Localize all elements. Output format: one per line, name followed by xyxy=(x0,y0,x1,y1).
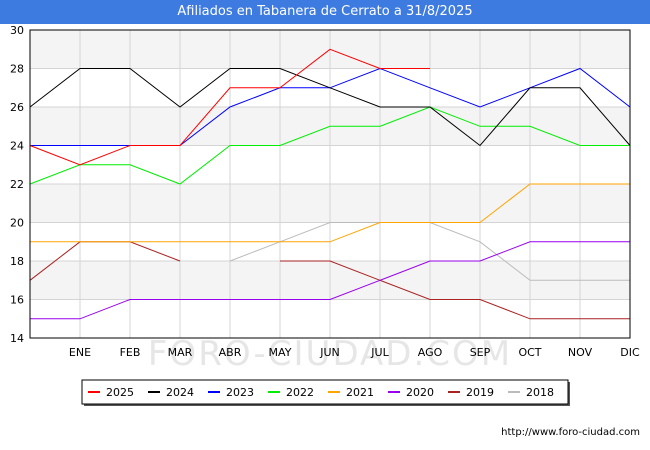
legend-box xyxy=(81,379,569,405)
legend-label-2024: 2024 xyxy=(166,386,194,399)
legend-label-2023: 2023 xyxy=(226,386,254,399)
x-tick-label: NOV xyxy=(568,346,593,359)
x-tick-label: ABR xyxy=(219,346,242,359)
y-tick-label: 24 xyxy=(10,140,24,153)
x-tick-label: FEB xyxy=(120,346,141,359)
y-tick-label: 20 xyxy=(10,217,24,230)
source-url[interactable]: http://www.foro-ciudad.com xyxy=(501,427,640,438)
y-tick-label: 18 xyxy=(10,255,24,268)
series-line-2020 xyxy=(30,241,630,320)
legend: 2025 2024 2023 2022 2021 2020 2019 2018 xyxy=(81,379,570,406)
x-tick-label: SEP xyxy=(470,346,491,359)
y-tick-label: 22 xyxy=(10,178,24,191)
series-line-2024 xyxy=(29,68,631,147)
x-tick-label: ENE xyxy=(69,346,91,359)
y-tick-label: 30 xyxy=(10,24,24,37)
legend-label-2025: 2025 xyxy=(106,386,134,399)
legend-label-2019: 2019 xyxy=(466,386,494,399)
legend-label-2022: 2022 xyxy=(286,386,314,399)
y-axis-ticks: 14 16 18 20 22 24 26 28 30 xyxy=(10,24,24,345)
x-tick-label: MAR xyxy=(168,346,193,359)
series-lines xyxy=(29,48,631,320)
x-tick-label: JUL xyxy=(370,346,389,359)
y-tick-label: 26 xyxy=(10,101,24,114)
x-tick-label: DIC xyxy=(620,346,640,359)
plot-border xyxy=(29,29,631,339)
series-line-2025 xyxy=(29,48,430,166)
chart-title: Afiliados en Tabanera de Cerrato a 31/8/… xyxy=(0,0,650,24)
legend-label-2020: 2020 xyxy=(406,386,434,399)
x-tick-label: AGO xyxy=(418,346,443,359)
x-tick-label: MAY xyxy=(269,346,292,359)
y-tick-label: 28 xyxy=(10,63,24,76)
x-tick-label: OCT xyxy=(518,346,541,359)
legend-label-2021: 2021 xyxy=(346,386,374,399)
series-line-2022 xyxy=(29,106,630,185)
y-tick-label: 14 xyxy=(10,332,24,345)
series-line-2021 xyxy=(30,183,630,243)
watermark-text: FORO-CIUDAD.COM xyxy=(148,334,512,374)
x-tick-label: JUN xyxy=(319,346,340,359)
x-axis-ticks: ENE FEB MAR ABR MAY JUN JUL AGO SEP OCT NOV DIC xyxy=(69,346,640,359)
legend-label-2018: 2018 xyxy=(526,386,554,399)
y-tick-label: 16 xyxy=(10,294,24,307)
